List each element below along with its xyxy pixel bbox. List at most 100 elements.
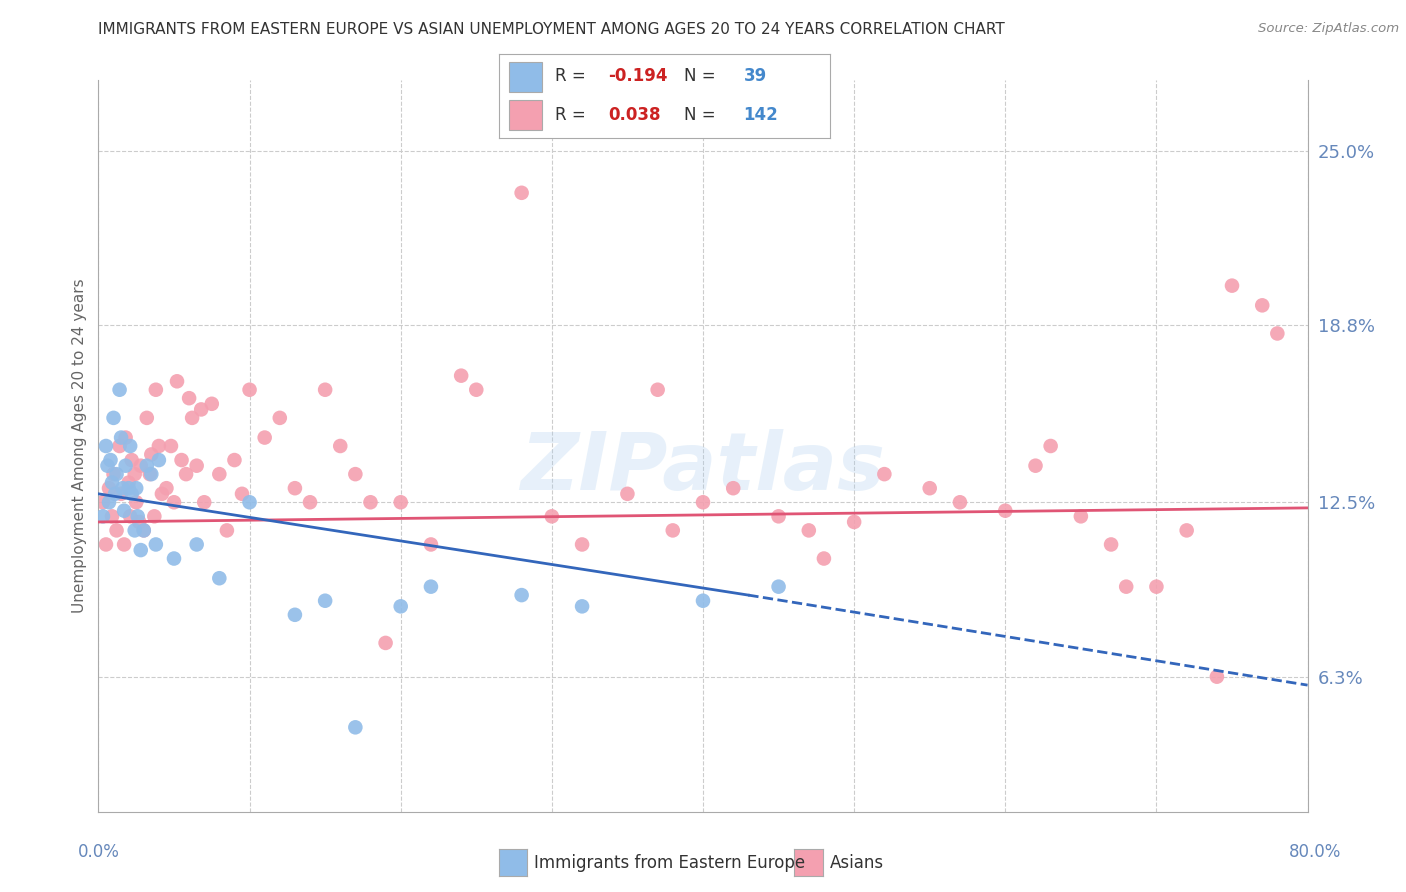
Point bbox=[100, 453, 122, 467]
Point bbox=[91, 495, 114, 509]
Point bbox=[94, 439, 117, 453]
Point bbox=[299, 495, 322, 509]
Point bbox=[108, 383, 131, 397]
Point bbox=[141, 447, 163, 461]
Point bbox=[160, 439, 183, 453]
Point bbox=[374, 636, 396, 650]
Text: 142: 142 bbox=[744, 105, 779, 123]
Point bbox=[768, 580, 790, 594]
Point bbox=[129, 458, 152, 473]
Point bbox=[127, 509, 149, 524]
Point bbox=[91, 509, 114, 524]
Point bbox=[723, 481, 745, 495]
Point bbox=[179, 391, 201, 405]
Point bbox=[571, 537, 593, 551]
Point bbox=[120, 439, 142, 453]
Point bbox=[193, 495, 215, 509]
Point bbox=[132, 524, 155, 538]
Point bbox=[104, 487, 127, 501]
FancyBboxPatch shape bbox=[509, 62, 543, 92]
Point bbox=[124, 524, 146, 538]
Point bbox=[148, 439, 170, 453]
Point bbox=[465, 383, 488, 397]
Point bbox=[420, 580, 443, 594]
Point bbox=[215, 524, 238, 538]
Point bbox=[121, 453, 143, 467]
Point bbox=[163, 495, 186, 509]
Point bbox=[124, 467, 146, 482]
Point bbox=[344, 720, 367, 734]
Point bbox=[101, 509, 124, 524]
Point bbox=[450, 368, 472, 383]
Point bbox=[121, 487, 143, 501]
Point bbox=[662, 524, 685, 538]
Point bbox=[163, 551, 186, 566]
Point bbox=[813, 551, 835, 566]
Point bbox=[103, 410, 125, 425]
Point bbox=[101, 475, 124, 490]
Point bbox=[125, 495, 148, 509]
Point bbox=[141, 467, 163, 482]
Point bbox=[170, 453, 193, 467]
Point bbox=[181, 410, 204, 425]
Point bbox=[1267, 326, 1289, 341]
Point bbox=[797, 524, 820, 538]
Point bbox=[692, 495, 714, 509]
Point bbox=[1146, 580, 1168, 594]
Point bbox=[284, 607, 307, 622]
Point bbox=[120, 509, 142, 524]
Point bbox=[239, 383, 262, 397]
Point bbox=[616, 487, 638, 501]
Point bbox=[571, 599, 593, 614]
Point bbox=[128, 515, 150, 529]
Point bbox=[1220, 278, 1243, 293]
Point bbox=[190, 402, 212, 417]
Point bbox=[949, 495, 972, 509]
Point bbox=[224, 453, 246, 467]
Point bbox=[103, 467, 125, 482]
Point bbox=[253, 431, 276, 445]
Text: N =: N = bbox=[685, 68, 716, 86]
Point bbox=[510, 588, 533, 602]
Text: 39: 39 bbox=[744, 68, 766, 86]
Text: R =: R = bbox=[555, 68, 586, 86]
Point bbox=[125, 481, 148, 495]
Point bbox=[420, 537, 443, 551]
Point bbox=[284, 481, 307, 495]
Point bbox=[1099, 537, 1122, 551]
Point bbox=[389, 599, 412, 614]
Point bbox=[344, 467, 367, 482]
Point bbox=[135, 410, 157, 425]
Point bbox=[873, 467, 896, 482]
Point bbox=[98, 495, 121, 509]
Point bbox=[1024, 458, 1046, 473]
Point bbox=[389, 495, 412, 509]
Point bbox=[114, 431, 136, 445]
Point bbox=[112, 537, 135, 551]
Text: 80.0%: 80.0% bbox=[1288, 843, 1341, 861]
Text: R =: R = bbox=[555, 105, 586, 123]
Point bbox=[148, 453, 170, 467]
Point bbox=[111, 481, 134, 495]
Point bbox=[269, 410, 291, 425]
Point bbox=[143, 509, 166, 524]
Text: IMMIGRANTS FROM EASTERN EUROPE VS ASIAN UNEMPLOYMENT AMONG AGES 20 TO 24 YEARS C: IMMIGRANTS FROM EASTERN EUROPE VS ASIAN … bbox=[98, 22, 1005, 37]
Point bbox=[166, 374, 188, 388]
Point bbox=[145, 537, 167, 551]
Point bbox=[1175, 524, 1198, 538]
Point bbox=[231, 487, 253, 501]
Point bbox=[541, 509, 564, 524]
Point bbox=[118, 475, 141, 490]
Text: 0.038: 0.038 bbox=[609, 105, 661, 123]
Point bbox=[844, 515, 866, 529]
Point bbox=[1206, 670, 1229, 684]
Point bbox=[647, 383, 669, 397]
Point bbox=[360, 495, 382, 509]
Point bbox=[145, 383, 167, 397]
Text: 0.0%: 0.0% bbox=[77, 843, 120, 861]
Point bbox=[186, 458, 208, 473]
Point bbox=[329, 439, 352, 453]
Point bbox=[150, 487, 173, 501]
Text: ZIPatlas: ZIPatlas bbox=[520, 429, 886, 507]
Point bbox=[110, 431, 132, 445]
